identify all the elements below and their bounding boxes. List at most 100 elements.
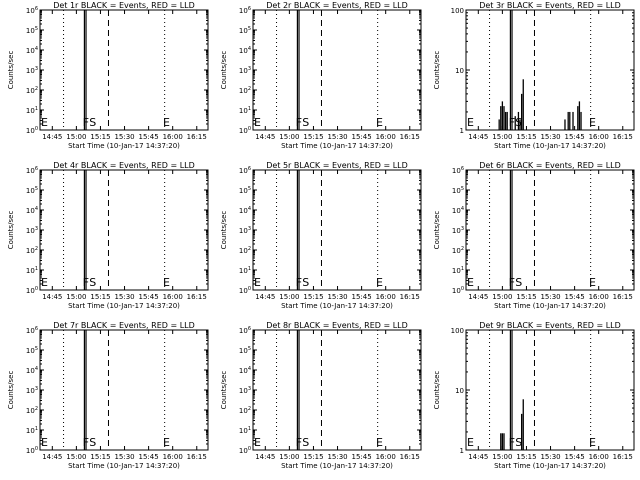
x-tick-label: 16:00 [589,453,609,461]
x-tick-label: 16:00 [376,293,396,301]
detector-panel-9: Det 9r BLACK = Events, RED = LLD 100 10 1 Co… [433,321,635,470]
y-tick-label: 106 [239,326,251,335]
x-tick-label: 15:15 [90,453,110,461]
panel-title: Det 4r BLACK = Events, RED = LLD [53,161,195,170]
marker-label: E [41,116,48,129]
y-axis-label: Counts/sec [220,51,228,90]
y-tick-label: 103 [452,226,464,235]
y-tick-label: 100 [239,286,251,295]
x-tick-label: 14:45 [255,133,275,141]
x-axis-label: Start Time (10-Jan-17 14:37:20) [281,142,393,150]
x-tick-label: 16:15 [187,133,207,141]
x-tick-label: 15:15 [90,133,110,141]
y-tick-label: 102 [239,406,251,415]
y-tick-label: 10 [455,387,464,395]
marker-label: E [41,436,48,449]
x-tick-label: 15:00 [279,293,299,301]
marker-label: F [296,436,302,449]
marker-label: F [83,116,89,129]
marker-label: E [163,436,170,449]
y-tick-label: 101 [239,426,251,435]
x-tick-label: 15:15 [516,293,536,301]
y-tick-label: 104 [452,206,464,215]
y-tick-label: 104 [26,206,38,215]
y-tick-label: 106 [26,6,38,15]
x-tick-label: 15:45 [352,293,372,301]
x-axis-label: Start Time (10-Jan-17 14:37:20) [494,462,606,470]
x-tick-label: 15:00 [279,133,299,141]
x-tick-label: 15:45 [352,453,372,461]
x-tick-label: 15:00 [492,133,512,141]
x-tick-label: 15:45 [565,453,585,461]
x-tick-label: 14:45 [255,453,275,461]
x-tick-label: 15:30 [114,133,134,141]
panel-title: Det 3r BLACK = Events, RED = LLD [479,1,621,10]
y-tick-label: 103 [239,386,251,395]
x-axis-label: Start Time (10-Jan-17 14:37:20) [281,302,393,310]
y-tick-label: 105 [26,346,38,355]
y-tick-label: 106 [452,166,464,175]
x-tick-label: 15:00 [279,453,299,461]
y-tick-label: 103 [239,66,251,75]
marker-label: E [589,116,596,129]
y-tick-label: 105 [26,26,38,35]
marker-label: F [83,276,89,289]
x-tick-label: 15:00 [66,293,86,301]
y-tick-label: 103 [239,226,251,235]
x-tick-label: 15:00 [66,453,86,461]
y-tick-label: 102 [239,86,251,95]
x-tick-label: 14:45 [468,133,488,141]
x-tick-label: 15:15 [516,133,536,141]
y-tick-label: 100 [451,7,464,15]
detector-panel-5: Det 5r BLACK = Events, RED = LLD 106 105 10… [220,161,422,310]
marker-label: S [302,116,309,129]
x-tick-label: 16:00 [376,453,396,461]
y-tick-label: 102 [26,246,38,255]
plot-frame [252,329,422,451]
marker-label: F [509,276,515,289]
y-tick-label: 104 [239,366,251,375]
y-tick-label: 101 [26,266,38,275]
marker-label: E [41,276,48,289]
x-tick-label: 16:15 [187,293,207,301]
x-tick-label: 16:00 [163,133,183,141]
plot-frame [465,9,635,131]
y-tick-label: 101 [239,266,251,275]
y-tick-label: 105 [239,186,251,195]
marker-label: S [89,276,96,289]
panel-title: Det 7r BLACK = Events, RED = LLD [53,321,195,330]
y-tick-label: 104 [26,46,38,55]
y-tick-label: 104 [239,206,251,215]
x-axis-label: Start Time (10-Jan-17 14:37:20) [68,462,180,470]
y-tick-label: 1 [460,447,464,455]
x-tick-label: 15:45 [139,453,159,461]
marker-label: E [163,116,170,129]
x-tick-label: 15:00 [492,453,512,461]
y-axis-label: Counts/sec [7,211,15,250]
y-tick-label: 100 [239,126,251,135]
x-tick-label: 16:00 [589,133,609,141]
x-tick-label: 15:30 [114,293,134,301]
marker-label: S [515,436,522,449]
x-tick-label: 15:30 [327,133,347,141]
x-tick-label: 16:00 [163,293,183,301]
y-tick-label: 100 [26,126,38,135]
x-tick-label: 16:15 [613,133,633,141]
y-tick-label: 10 [455,67,464,75]
y-tick-label: 1 [460,127,464,135]
y-tick-label: 101 [26,426,38,435]
panel-title: Det 8r BLACK = Events, RED = LLD [266,321,408,330]
y-tick-label: 105 [452,186,464,195]
x-axis-label: Start Time (10-Jan-17 14:37:20) [494,142,606,150]
x-tick-label: 15:45 [565,133,585,141]
y-tick-label: 103 [26,226,38,235]
x-tick-label: 16:15 [187,453,207,461]
x-tick-label: 16:15 [400,133,420,141]
marker-label: E [376,116,383,129]
x-tick-label: 16:00 [376,133,396,141]
y-tick-label: 104 [26,366,38,375]
panel-title: Det 6r BLACK = Events, RED = LLD [479,161,621,170]
x-axis-label: Start Time (10-Jan-17 14:37:20) [68,302,180,310]
detector-panel-8: Det 8r BLACK = Events, RED = LLD 106 105 10… [220,321,422,470]
y-axis-label: Counts/sec [220,211,228,250]
